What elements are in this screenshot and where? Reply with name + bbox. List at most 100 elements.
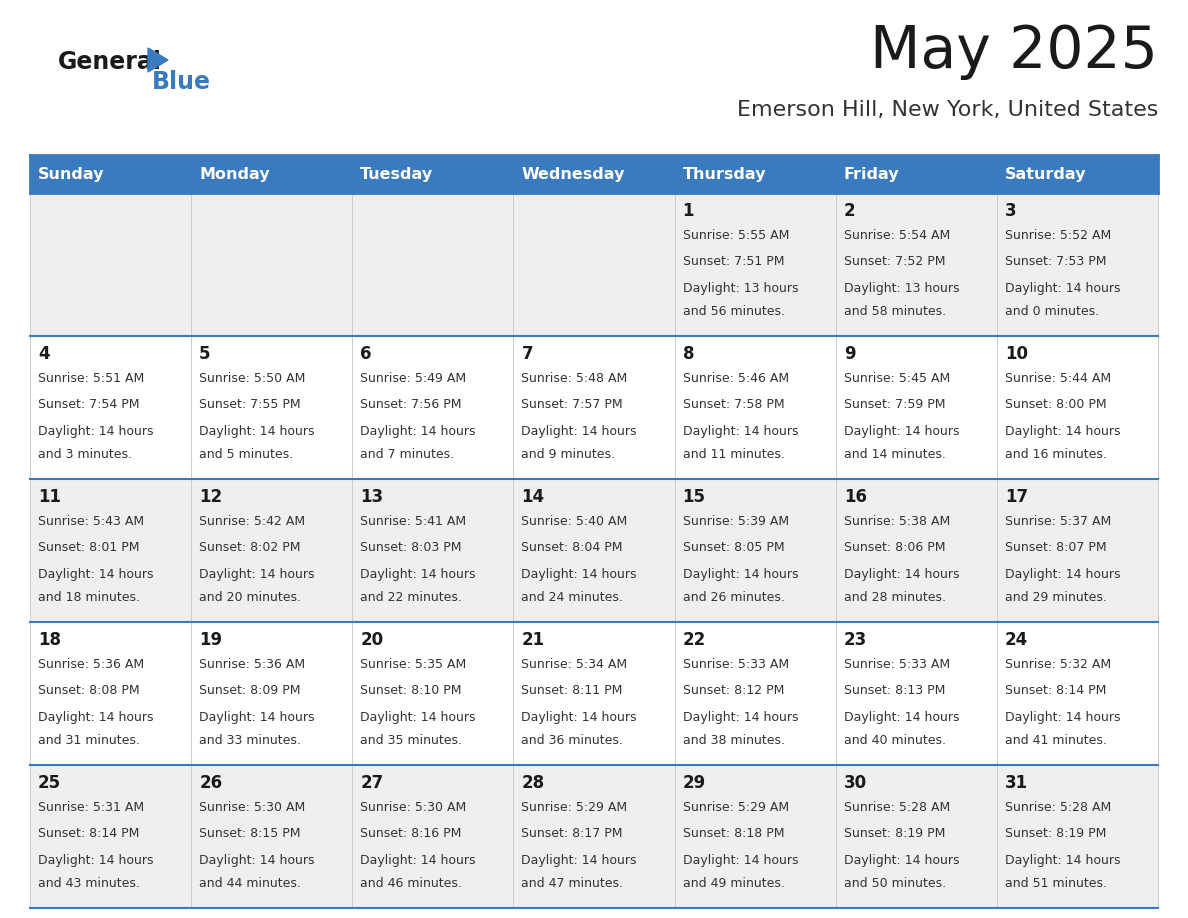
Text: Sunset: 8:03 PM: Sunset: 8:03 PM: [360, 542, 462, 554]
Text: Sunrise: 5:49 AM: Sunrise: 5:49 AM: [360, 372, 467, 386]
Text: 29: 29: [683, 774, 706, 791]
Text: 31: 31: [1005, 774, 1028, 791]
Text: Daylight: 14 hours: Daylight: 14 hours: [360, 425, 476, 438]
Text: 5: 5: [200, 344, 210, 363]
Text: and 0 minutes.: and 0 minutes.: [1005, 306, 1099, 319]
Text: Daylight: 14 hours: Daylight: 14 hours: [522, 711, 637, 723]
Text: Wednesday: Wednesday: [522, 166, 625, 182]
Bar: [675, 193, 835, 336]
Text: Sunrise: 5:34 AM: Sunrise: 5:34 AM: [522, 658, 627, 671]
Text: Sunrise: 5:30 AM: Sunrise: 5:30 AM: [360, 801, 467, 814]
Text: and 33 minutes.: and 33 minutes.: [200, 734, 301, 747]
Text: Sunrise: 5:46 AM: Sunrise: 5:46 AM: [683, 372, 789, 386]
Text: Sunrise: 5:41 AM: Sunrise: 5:41 AM: [360, 515, 467, 528]
Text: Sunset: 8:09 PM: Sunset: 8:09 PM: [200, 685, 301, 698]
Text: Daylight: 14 hours: Daylight: 14 hours: [360, 711, 476, 723]
Text: Sunset: 7:54 PM: Sunset: 7:54 PM: [38, 398, 139, 411]
Text: Sunrise: 5:38 AM: Sunrise: 5:38 AM: [843, 515, 950, 528]
Text: 3: 3: [1005, 202, 1017, 219]
Text: Daylight: 14 hours: Daylight: 14 hours: [1005, 425, 1120, 438]
Text: Daylight: 14 hours: Daylight: 14 hours: [843, 854, 959, 867]
Bar: [997, 193, 1158, 336]
Bar: [997, 336, 1158, 479]
Text: Sunrise: 5:55 AM: Sunrise: 5:55 AM: [683, 230, 789, 242]
Text: Daylight: 14 hours: Daylight: 14 hours: [200, 854, 315, 867]
Text: Sunset: 8:10 PM: Sunset: 8:10 PM: [360, 685, 462, 698]
Text: Daylight: 14 hours: Daylight: 14 hours: [683, 854, 798, 867]
Text: Sunset: 8:12 PM: Sunset: 8:12 PM: [683, 685, 784, 698]
Bar: [835, 336, 997, 479]
Text: Daylight: 14 hours: Daylight: 14 hours: [200, 711, 315, 723]
Bar: [191, 765, 353, 908]
Bar: [30, 765, 191, 908]
Text: Sunset: 7:58 PM: Sunset: 7:58 PM: [683, 398, 784, 411]
Bar: [513, 622, 675, 765]
Text: Sunrise: 5:33 AM: Sunrise: 5:33 AM: [683, 658, 789, 671]
Text: and 49 minutes.: and 49 minutes.: [683, 878, 784, 890]
Text: and 40 minutes.: and 40 minutes.: [843, 734, 946, 747]
Text: Daylight: 14 hours: Daylight: 14 hours: [683, 711, 798, 723]
Bar: [353, 479, 513, 622]
Text: Daylight: 14 hours: Daylight: 14 hours: [843, 711, 959, 723]
Bar: [835, 622, 997, 765]
Bar: [675, 622, 835, 765]
Text: 25: 25: [38, 774, 62, 791]
Text: 28: 28: [522, 774, 544, 791]
Text: 23: 23: [843, 631, 867, 649]
Text: May 2025: May 2025: [870, 24, 1158, 81]
Bar: [30, 479, 191, 622]
Text: Sunset: 7:56 PM: Sunset: 7:56 PM: [360, 398, 462, 411]
Text: Sunrise: 5:28 AM: Sunrise: 5:28 AM: [843, 801, 950, 814]
Text: and 18 minutes.: and 18 minutes.: [38, 591, 140, 604]
Text: Sunrise: 5:51 AM: Sunrise: 5:51 AM: [38, 372, 144, 386]
Text: Daylight: 14 hours: Daylight: 14 hours: [1005, 567, 1120, 581]
Bar: [835, 193, 997, 336]
Text: Sunrise: 5:52 AM: Sunrise: 5:52 AM: [1005, 230, 1111, 242]
Text: and 22 minutes.: and 22 minutes.: [360, 591, 462, 604]
Bar: [675, 336, 835, 479]
Bar: [835, 479, 997, 622]
Text: Sunset: 7:57 PM: Sunset: 7:57 PM: [522, 398, 624, 411]
Text: Sunset: 8:05 PM: Sunset: 8:05 PM: [683, 542, 784, 554]
Text: Daylight: 14 hours: Daylight: 14 hours: [683, 425, 798, 438]
Bar: [513, 193, 675, 336]
Text: and 31 minutes.: and 31 minutes.: [38, 734, 140, 747]
Text: 21: 21: [522, 631, 544, 649]
Text: Sunrise: 5:45 AM: Sunrise: 5:45 AM: [843, 372, 950, 386]
Text: and 56 minutes.: and 56 minutes.: [683, 306, 784, 319]
Text: Sunset: 8:19 PM: Sunset: 8:19 PM: [1005, 827, 1106, 840]
Text: Tuesday: Tuesday: [360, 166, 434, 182]
Bar: [30, 155, 1158, 193]
Text: 2: 2: [843, 202, 855, 219]
Text: Sunrise: 5:39 AM: Sunrise: 5:39 AM: [683, 515, 789, 528]
Text: Daylight: 14 hours: Daylight: 14 hours: [522, 425, 637, 438]
Text: General: General: [58, 50, 162, 74]
Text: Daylight: 13 hours: Daylight: 13 hours: [683, 282, 798, 295]
Text: Saturday: Saturday: [1005, 166, 1086, 182]
Text: 13: 13: [360, 487, 384, 506]
Text: and 38 minutes.: and 38 minutes.: [683, 734, 784, 747]
Text: and 5 minutes.: and 5 minutes.: [200, 448, 293, 462]
Text: Sunset: 8:17 PM: Sunset: 8:17 PM: [522, 827, 623, 840]
Text: Sunset: 7:59 PM: Sunset: 7:59 PM: [843, 398, 946, 411]
Text: Sunrise: 5:32 AM: Sunrise: 5:32 AM: [1005, 658, 1111, 671]
Bar: [513, 479, 675, 622]
Text: and 35 minutes.: and 35 minutes.: [360, 734, 462, 747]
Text: 19: 19: [200, 631, 222, 649]
Text: Daylight: 14 hours: Daylight: 14 hours: [522, 854, 637, 867]
Text: Daylight: 14 hours: Daylight: 14 hours: [38, 425, 153, 438]
Text: Sunset: 7:52 PM: Sunset: 7:52 PM: [843, 255, 946, 268]
Text: 12: 12: [200, 487, 222, 506]
Bar: [191, 193, 353, 336]
Text: and 29 minutes.: and 29 minutes.: [1005, 591, 1107, 604]
Bar: [513, 765, 675, 908]
Text: Emerson Hill, New York, United States: Emerson Hill, New York, United States: [737, 100, 1158, 120]
Text: 26: 26: [200, 774, 222, 791]
Text: 7: 7: [522, 344, 533, 363]
Text: Sunday: Sunday: [38, 166, 105, 182]
Text: Friday: Friday: [843, 166, 899, 182]
Text: Daylight: 14 hours: Daylight: 14 hours: [360, 567, 476, 581]
Text: and 36 minutes.: and 36 minutes.: [522, 734, 624, 747]
Text: 9: 9: [843, 344, 855, 363]
Text: Daylight: 14 hours: Daylight: 14 hours: [683, 567, 798, 581]
